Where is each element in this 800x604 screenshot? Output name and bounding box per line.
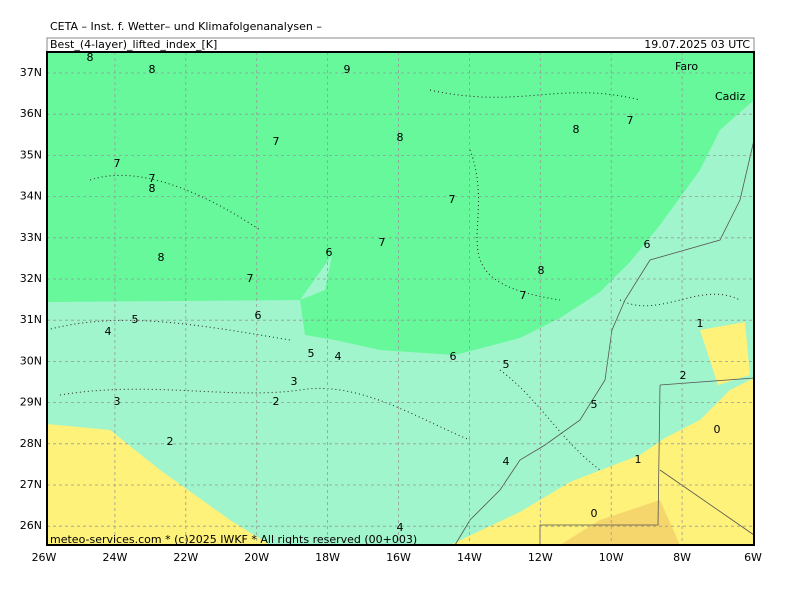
- contour-label: 3: [291, 375, 298, 388]
- place-label: Faro: [675, 60, 698, 73]
- contour-label: 4: [105, 325, 112, 338]
- lat-label: 30N: [20, 354, 42, 367]
- lon-label: 16W: [386, 551, 411, 564]
- lat-label: 26N: [20, 519, 42, 532]
- contour-label: 5: [503, 358, 510, 371]
- lon-label: 26W: [32, 551, 57, 564]
- contour-label: 2: [680, 369, 687, 382]
- contour-label: 0: [591, 507, 598, 520]
- contour-label: 0: [714, 423, 721, 436]
- header-title: CETA – Inst. f. Wetter– und Klimafolgena…: [50, 20, 322, 33]
- contour-label: 8: [87, 51, 94, 64]
- contour-label: 6: [326, 246, 333, 259]
- contour-label: 4: [503, 455, 510, 468]
- lon-label: 14W: [457, 551, 482, 564]
- contour-label: 5: [308, 347, 315, 360]
- lon-label: 24W: [102, 551, 127, 564]
- contour-label: 7: [627, 114, 634, 127]
- contour-label: 8: [149, 182, 156, 195]
- lon-label: 20W: [244, 551, 269, 564]
- lat-label: 34N: [20, 190, 42, 203]
- map-area: [46, 51, 755, 546]
- contour-label: 5: [591, 398, 598, 411]
- lat-label: 32N: [20, 272, 42, 285]
- lat-label: 27N: [20, 478, 42, 491]
- contour-label: 2: [273, 395, 280, 408]
- contour-label: 3: [114, 395, 121, 408]
- lon-label: 10W: [599, 551, 624, 564]
- contour-label: 4: [397, 521, 404, 534]
- contour-label: 1: [635, 453, 642, 466]
- contour-label: 8: [538, 264, 545, 277]
- lat-label: 35N: [20, 148, 42, 161]
- contour-label: 9: [344, 63, 351, 76]
- zone-dark-yellow: [560, 500, 680, 545]
- lat-label: 36N: [20, 107, 42, 120]
- contour-label: 7: [114, 157, 121, 170]
- lon-label: 6W: [744, 551, 762, 564]
- contour-label: 7: [520, 289, 527, 302]
- product-name: Best_(4-layer)_lifted_index_[K]: [50, 38, 217, 51]
- place-label: Cadiz: [715, 90, 745, 103]
- map-frame: [46, 51, 755, 546]
- contour-label: 6: [644, 238, 651, 251]
- lat-label: 31N: [20, 313, 42, 326]
- contour-label: 6: [450, 350, 457, 363]
- lon-label: 12W: [528, 551, 553, 564]
- contour-label: 6: [255, 309, 262, 322]
- contour-label: 8: [158, 251, 165, 264]
- contour-label: 7: [149, 172, 156, 185]
- footer: meteo-services.com * (c)2025 IWKF * All …: [50, 533, 417, 546]
- lat-label: 37N: [20, 66, 42, 79]
- lat-label: 29N: [20, 396, 42, 409]
- contour-label: 7: [449, 193, 456, 206]
- graticule: [47, 52, 754, 545]
- lat-label: 28N: [20, 437, 42, 450]
- contour-label: 8: [573, 123, 580, 136]
- coastline: [454, 139, 755, 546]
- lat-label: 33N: [20, 231, 42, 244]
- zone-yellow: [47, 424, 270, 545]
- contour-label: 2: [167, 435, 174, 448]
- contour-label: 7: [247, 272, 254, 285]
- zone-yellow: [450, 378, 754, 545]
- zone-yellow: [700, 322, 750, 385]
- contour: [46, 89, 741, 471]
- lon-label: 8W: [673, 551, 691, 564]
- contour-label: 7: [379, 236, 386, 249]
- lon-label: 18W: [315, 551, 340, 564]
- contour-label: 8: [397, 131, 404, 144]
- contour-label: 8: [149, 63, 156, 76]
- valid-time: 19.07.2025 03 UTC: [644, 38, 750, 51]
- contour-label: 4: [335, 350, 342, 363]
- contour-label: 7: [273, 135, 280, 148]
- lon-label: 22W: [173, 551, 198, 564]
- contour-label: 1: [697, 317, 704, 330]
- contour-label: 5: [132, 313, 139, 326]
